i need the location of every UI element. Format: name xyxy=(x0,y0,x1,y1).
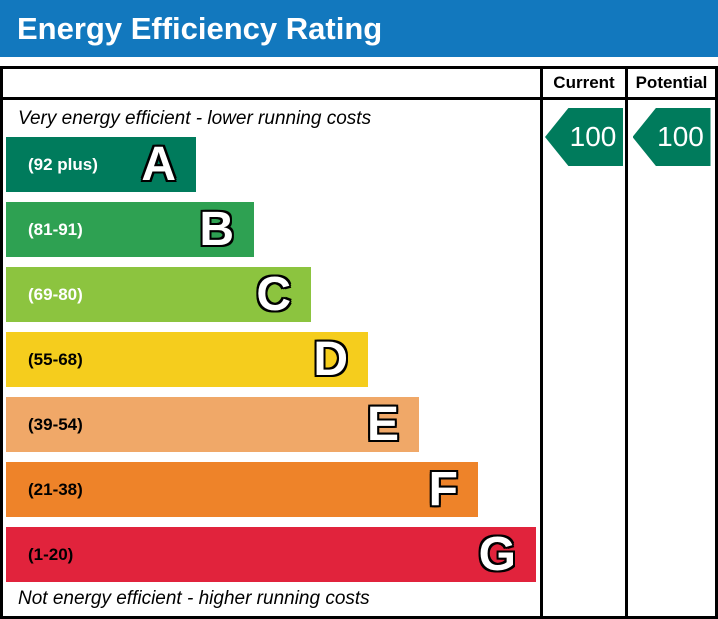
rating-band: (81-91) B xyxy=(6,202,254,257)
chart-header-spacer xyxy=(3,69,543,100)
table-body-row: Very energy efficient - lower running co… xyxy=(3,100,715,616)
rating-band: (21-38) F xyxy=(6,462,478,517)
potential-rating-value: 100 xyxy=(657,121,704,152)
current-rating-value: 100 xyxy=(569,121,617,152)
band-range-label: (81-91) xyxy=(28,219,83,239)
rating-band: (92 plus) A xyxy=(6,137,196,192)
rating-band: (55-68) D xyxy=(6,332,368,387)
band-range-label: (1-20) xyxy=(28,544,74,564)
band-letter: B xyxy=(198,202,235,256)
bottom-note: Not energy efficient - higher running co… xyxy=(18,588,370,609)
band-letter: E xyxy=(366,397,400,451)
title-bar: Energy Efficiency Rating xyxy=(0,0,718,57)
page-title: Energy Efficiency Rating xyxy=(17,10,383,46)
rating-table: Current Potential Very energy efficient … xyxy=(0,66,718,619)
band-range-label: (39-54) xyxy=(28,414,83,434)
band-letter: D xyxy=(312,332,349,386)
current-rating-arrow: 100 xyxy=(545,108,623,166)
rating-band: (39-54) E xyxy=(6,397,419,452)
current-column-header: Current xyxy=(543,69,628,100)
top-note: Very energy efficient - lower running co… xyxy=(18,107,372,129)
rating-scale-cell: Very energy efficient - lower running co… xyxy=(3,100,543,616)
rating-band: (1-20) G xyxy=(6,527,536,582)
band-letter: F xyxy=(428,462,459,516)
current-rating-cell: 100 xyxy=(543,100,628,616)
band-range-label: (69-80) xyxy=(28,284,83,304)
band-letter: C xyxy=(255,267,292,321)
band-range-label: (21-38) xyxy=(28,479,83,499)
band-letter: A xyxy=(140,137,177,191)
band-letter: G xyxy=(478,527,517,581)
rating-band: (69-80) C xyxy=(6,267,311,322)
potential-rating-arrow: 100 xyxy=(632,108,711,166)
table-header-row: Current Potential xyxy=(3,69,715,100)
band-range-label: (55-68) xyxy=(28,349,83,369)
potential-column-header: Potential xyxy=(628,69,715,100)
potential-rating-cell: 100 xyxy=(628,100,715,616)
bands: (92 plus) A (81-91) B (69-80) C (55-68) … xyxy=(3,137,540,582)
band-range-label: (92 plus) xyxy=(28,154,98,174)
